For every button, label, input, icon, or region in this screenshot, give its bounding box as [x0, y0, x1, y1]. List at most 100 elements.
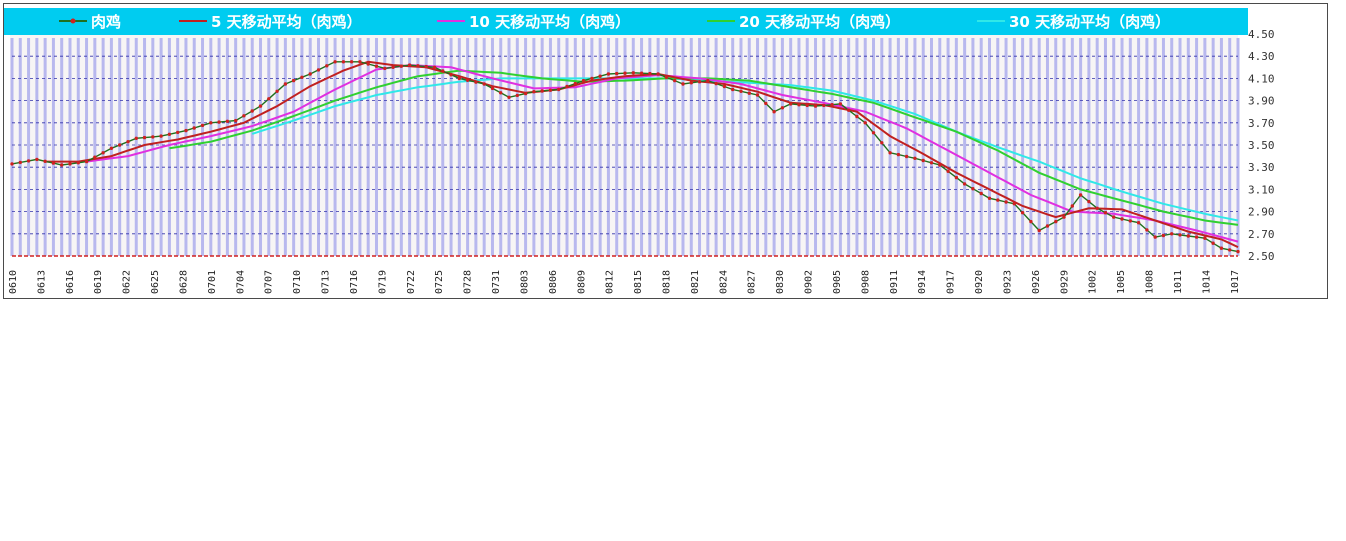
- price-point: [1161, 233, 1166, 238]
- price-point: [325, 64, 329, 68]
- price-point: [43, 159, 47, 163]
- price-point: [904, 154, 909, 159]
- price-point: [118, 143, 122, 147]
- price-point: [316, 68, 321, 72]
- price-point: [822, 103, 826, 108]
- legend-marker: [70, 18, 76, 24]
- series-line-ma30: [251, 77, 1239, 222]
- price-point: [813, 104, 818, 108]
- price-point: [888, 151, 892, 155]
- legend-label-ma30: 30 天移动平均（肉鸡）: [1009, 13, 1170, 31]
- price-point: [68, 162, 72, 166]
- x-tick-label: 0929: [1059, 270, 1070, 294]
- x-tick-label: 0809: [576, 270, 587, 294]
- price-point: [300, 75, 304, 80]
- price-point: [167, 132, 172, 136]
- price-point: [499, 91, 503, 95]
- price-point: [225, 119, 230, 124]
- price-point: [954, 175, 959, 180]
- x-tick-label: 0619: [93, 270, 104, 294]
- price-point: [258, 104, 263, 108]
- x-tick-label: 0902: [804, 270, 815, 294]
- price-point: [548, 88, 553, 92]
- price-point: [35, 157, 39, 162]
- price-point: [962, 182, 967, 186]
- price-point: [797, 103, 801, 107]
- price-point: [1020, 211, 1025, 215]
- price-point: [615, 71, 619, 76]
- series-line-ma5: [45, 60, 1239, 249]
- x-tick-label: 0818: [662, 270, 673, 294]
- price-point: [838, 102, 843, 106]
- price-point: [424, 64, 428, 69]
- price-point: [1228, 248, 1232, 252]
- price-point: [1145, 228, 1149, 232]
- price-point: [1070, 204, 1075, 208]
- price-point: [1012, 202, 1016, 206]
- price-point: [772, 110, 776, 114]
- price-point: [60, 163, 64, 167]
- price-point: [689, 81, 693, 85]
- price-point: [142, 135, 147, 140]
- x-tick-label: 0806: [548, 270, 559, 294]
- price-point: [581, 78, 586, 83]
- price-point: [971, 187, 975, 191]
- y-tick-label: 4.50: [1248, 28, 1275, 41]
- price-point: [780, 106, 785, 110]
- x-tick-label: 0707: [264, 270, 275, 294]
- price-point: [18, 160, 22, 165]
- price-point: [217, 120, 221, 124]
- y-tick-label: 3.90: [1248, 95, 1275, 108]
- price-point: [946, 169, 950, 173]
- price-point: [366, 62, 370, 66]
- x-tick-label: 0616: [65, 270, 76, 294]
- legend-label-price: 肉鸡: [91, 13, 121, 31]
- legend-bar: [4, 8, 1248, 35]
- price-point: [871, 131, 876, 135]
- chart-svg: 2.50 2.70 2.90 3.10 3.30 3.50 3.70 3.90 4.10 4.30…: [4, 8, 1275, 294]
- grid-layer: [12, 33, 1238, 257]
- price-point: [631, 71, 635, 75]
- price-point: [764, 101, 768, 106]
- x-tick-label: 1008: [1145, 270, 1156, 294]
- x-tick-label: 0719: [377, 270, 388, 294]
- chart-frame: 2.50 2.70 2.90 3.10 3.30 3.50 3.70 3.90 4.10 4.30…: [3, 3, 1328, 299]
- x-tick-label: 0815: [633, 270, 644, 294]
- price-point: [929, 161, 934, 165]
- x-tick-label: 0830: [775, 270, 786, 294]
- price-point: [1203, 236, 1207, 240]
- price-point: [996, 198, 1000, 202]
- price-point: [76, 161, 81, 165]
- y-tick-label: 3.30: [1248, 161, 1275, 174]
- price-point: [747, 91, 751, 95]
- price-point: [109, 146, 114, 150]
- price-point: [921, 158, 925, 163]
- price-point: [706, 78, 710, 83]
- price-point: [623, 71, 627, 75]
- price-point: [391, 65, 395, 69]
- price-point: [126, 140, 130, 144]
- x-tick-label: 0914: [917, 270, 928, 294]
- price-point: [1095, 206, 1099, 210]
- x-tick-label: 0731: [491, 270, 502, 294]
- price-point: [457, 76, 461, 81]
- price-point: [399, 64, 403, 68]
- price-point: [291, 78, 296, 83]
- y-tick-label: 2.50: [1248, 250, 1275, 263]
- x-tick-label: 0923: [1002, 270, 1013, 294]
- x-tick-label: 0713: [321, 270, 332, 294]
- price-point: [1136, 221, 1141, 225]
- price-point: [1112, 215, 1116, 219]
- price-point: [805, 103, 809, 108]
- price-point: [979, 191, 983, 196]
- x-tick-label: 0926: [1031, 270, 1042, 294]
- price-point: [51, 161, 56, 165]
- price-point: [697, 80, 702, 84]
- price-point: [93, 155, 97, 159]
- series-layer: [10, 60, 1240, 254]
- price-point: [349, 60, 354, 64]
- price-point: [540, 89, 544, 93]
- price-point: [656, 72, 660, 76]
- price-point: [987, 196, 992, 200]
- price-point: [482, 82, 486, 86]
